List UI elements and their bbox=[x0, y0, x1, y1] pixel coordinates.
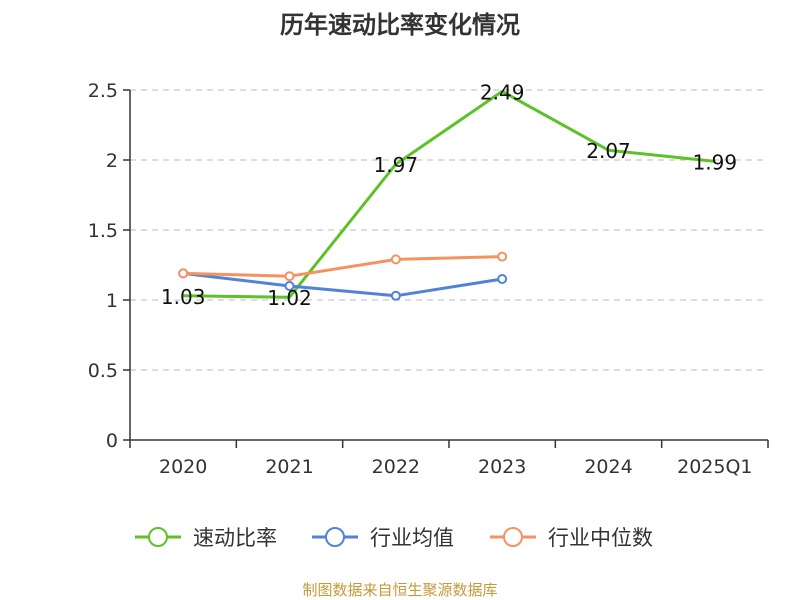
data-label: 2.07 bbox=[586, 139, 631, 163]
series-line bbox=[183, 89, 715, 299]
y-tick-label: 1.5 bbox=[88, 220, 118, 242]
series-line bbox=[182, 271, 503, 298]
series-line bbox=[183, 255, 503, 278]
data-labels: 1.03 1.02 1.97 2.49 2.07 1.99 bbox=[161, 80, 737, 310]
y-tick-label: 2 bbox=[106, 150, 118, 172]
legend-label: 行业均值 bbox=[370, 526, 454, 550]
x-tick-label: 2022 bbox=[372, 456, 420, 478]
data-label: 2.49 bbox=[480, 80, 525, 104]
source-note: 制图数据来自恒生聚源数据库 bbox=[302, 581, 497, 599]
data-point bbox=[284, 281, 295, 291]
legend-marker bbox=[503, 527, 523, 547]
data-label: 1.02 bbox=[267, 286, 312, 310]
legend-label: 行业中位数 bbox=[548, 526, 653, 550]
data-point bbox=[284, 271, 295, 282]
y-tick-label: 0 bbox=[106, 430, 118, 452]
y-tick-label: 0.5 bbox=[88, 360, 118, 382]
y-tick-label: 2.5 bbox=[88, 80, 118, 102]
data-point bbox=[497, 274, 508, 284]
data-label: 1.97 bbox=[374, 153, 419, 177]
series-lines bbox=[178, 89, 715, 301]
legend-marker bbox=[325, 527, 345, 547]
x-tick-label: 2025Q1 bbox=[677, 456, 752, 478]
axes: 0 0.5 1 1.5 2 2.5 2020 2021 2022 2023 2024 2025Q1 bbox=[88, 80, 769, 478]
y-tick-label: 1 bbox=[106, 290, 118, 312]
legend-marker bbox=[148, 527, 168, 547]
legend-label: 速动比率 bbox=[193, 526, 277, 550]
legend: 速动比率 行业均值 行业中位数 bbox=[135, 526, 653, 550]
data-point bbox=[390, 290, 401, 301]
x-tick-label: 2024 bbox=[584, 456, 632, 478]
chart-title: 历年速动比率变化情况 bbox=[280, 11, 520, 39]
data-point bbox=[178, 268, 189, 279]
data-point bbox=[497, 251, 508, 262]
data-label: 1.99 bbox=[693, 150, 738, 174]
gridlines bbox=[130, 89, 768, 371]
data-point bbox=[390, 254, 401, 265]
x-tick-label: 2020 bbox=[159, 456, 207, 478]
x-tick-label: 2021 bbox=[265, 456, 313, 478]
data-label: 1.03 bbox=[161, 285, 206, 309]
x-tick-label: 2023 bbox=[478, 456, 526, 478]
